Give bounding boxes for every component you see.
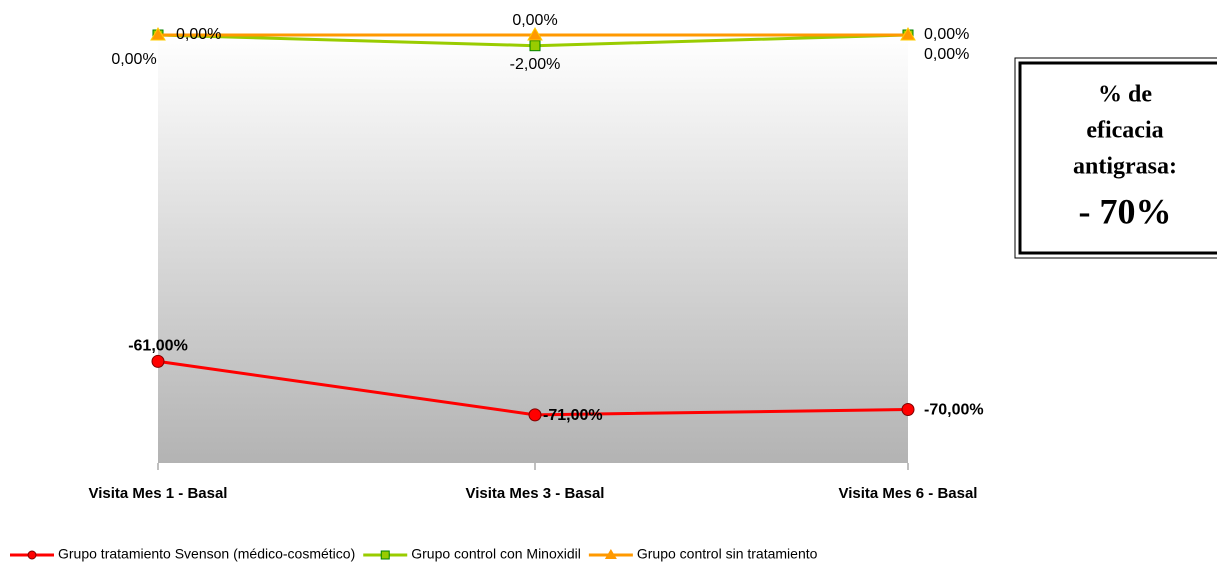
legend-item: Grupo tratamiento Svenson (médico-cosmét…: [10, 546, 355, 562]
annotation-text: eficacia: [1086, 118, 1163, 144]
legend-label: Grupo tratamiento Svenson (médico-cosmét…: [58, 546, 355, 562]
annotation-value: - 70%: [1079, 191, 1172, 231]
data-label: -70,00%: [924, 402, 984, 419]
legend-marker: [604, 549, 617, 559]
marker: [151, 354, 165, 368]
annotation-text: % de: [1098, 82, 1152, 108]
legend-marker: [380, 550, 390, 560]
marker: [901, 403, 915, 416]
data-label: 0,00%: [924, 26, 969, 43]
data-label: 0,00%: [512, 12, 557, 29]
legend-marker: [27, 550, 37, 560]
data-label: 0,00%: [924, 46, 969, 63]
data-label: -61,00%: [128, 338, 188, 355]
legend-label: Grupo control con Minoxidil: [411, 546, 581, 562]
data-label: 0,00%: [176, 26, 221, 43]
legend-item: Grupo control sin tratamiento: [588, 546, 818, 562]
annotation-text: antigrasa:: [1073, 154, 1177, 180]
marker: [527, 27, 543, 41]
marker: [150, 27, 166, 41]
marker: [529, 40, 541, 52]
legend-label: Grupo control sin tratamiento: [637, 546, 818, 562]
data-label: 0,00%: [111, 51, 156, 68]
marker: [900, 27, 916, 41]
plot-area: [158, 35, 908, 463]
data-label: -2,00%: [510, 56, 561, 73]
data-label: -71,00%: [543, 407, 603, 424]
legend-item: Grupo control con Minoxidil: [363, 546, 581, 562]
annotation-box: [1014, 57, 1217, 259]
x-tick-label: Visita Mes 6 - Basal: [839, 485, 978, 502]
marker: [528, 408, 542, 422]
x-tick-label: Visita Mes 3 - Basal: [466, 485, 605, 502]
x-tick-label: Visita Mes 1 - Basal: [89, 485, 228, 502]
